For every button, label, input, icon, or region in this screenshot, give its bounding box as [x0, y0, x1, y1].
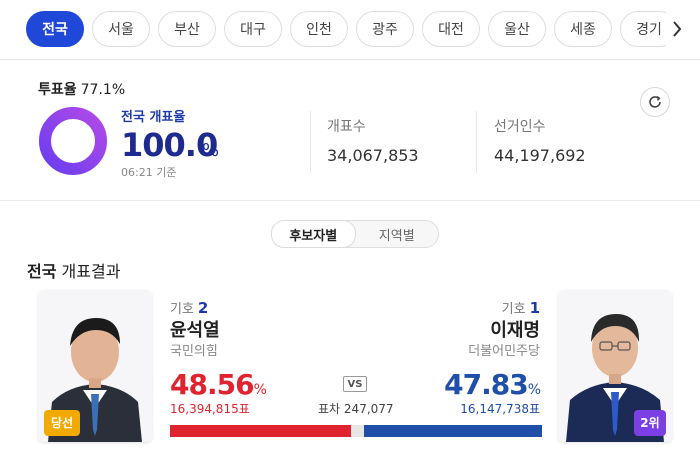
winner-badge: 당선 — [44, 410, 80, 436]
section-title-text: 개표결과 — [61, 262, 121, 281]
tab-nationwide[interactable]: 전국 — [26, 11, 84, 47]
section-region: 전국 — [27, 262, 57, 281]
vs-label: VS — [343, 376, 367, 392]
tab-daegu[interactable]: 대구 — [224, 11, 282, 47]
vote-margin: 표차 247,077 — [318, 400, 394, 417]
candidate-photo-left: 당선 — [38, 290, 152, 442]
tab-sejong[interactable]: 세종 — [554, 11, 612, 47]
candidate-name[interactable]: 윤석열 — [170, 320, 220, 341]
section-title: 전국 개표결과 — [27, 258, 120, 282]
divider — [476, 111, 477, 173]
count-timestamp: 06:21 기준 — [121, 166, 177, 179]
vote-share-segment-left — [170, 425, 351, 437]
candidate-number-value: 2 — [197, 299, 209, 317]
candidate-number: 기호 2 — [170, 298, 208, 317]
tab-incheon[interactable]: 인천 — [290, 11, 348, 47]
candidate-photo-right: 2위 — [558, 290, 672, 442]
toggle-by-region[interactable]: 지역별 — [378, 228, 415, 244]
turnout-label: 투표율 — [38, 82, 77, 98]
tab-gyeonggi[interactable]: 경기 — [620, 11, 666, 47]
turnout: 투표율 77.1% — [38, 79, 125, 99]
candidate-party: 국민의힘 — [170, 344, 218, 359]
count-rate-unit: % — [202, 140, 220, 161]
region-tab-bar: 전국 서울 부산 대구 인천 광주 대전 울산 세종 경기 — [0, 0, 700, 60]
tab-seoul[interactable]: 서울 — [92, 11, 150, 47]
vote-share-segment-right — [364, 425, 542, 437]
counted-value: 34,067,853 — [327, 146, 419, 165]
tab-daejeon[interactable]: 대전 — [422, 11, 480, 47]
candidate-party: 더불어민주당 — [468, 344, 540, 359]
margin-value: 247,077 — [343, 402, 394, 416]
portrait-image — [558, 290, 672, 442]
tab-busan[interactable]: 부산 — [158, 11, 216, 47]
tab-gwangju[interactable]: 광주 — [356, 11, 414, 47]
margin-label: 표차 — [318, 402, 341, 416]
candidate-votes: 16,147,738표 — [460, 402, 540, 416]
tab-ulsan[interactable]: 울산 — [488, 11, 546, 47]
counted-label: 개표수 — [327, 119, 366, 135]
region-tabs: 전국 서울 부산 대구 인천 광주 대전 울산 세종 경기 — [26, 11, 666, 47]
count-rate-label: 전국 개표율 — [121, 110, 186, 125]
count-progress-donut — [39, 107, 107, 175]
candidate-number-value: 1 — [529, 299, 540, 317]
vote-share-segment-other — [350, 425, 365, 437]
candidate-number: 기호 1 — [502, 298, 540, 317]
candidate-percent-value: 47.83 — [444, 368, 529, 401]
electorate-value: 44,197,692 — [494, 146, 586, 165]
toggle-by-candidate[interactable]: 후보자별 — [271, 220, 356, 248]
candidate-number-label: 기호 — [170, 302, 194, 317]
divider — [310, 111, 311, 173]
count-rate-value: 100.0 — [121, 126, 218, 164]
vote-share-bar — [170, 425, 542, 437]
count-progress-arc — [39, 107, 107, 175]
rank-badge: 2위 — [634, 410, 666, 436]
candidate-percent-unit: % — [253, 382, 267, 398]
candidate-number-label: 기호 — [501, 302, 526, 317]
candidate-percent-value: 48.56 — [170, 368, 255, 401]
refresh-icon — [649, 95, 661, 108]
candidate-percent-unit: % — [527, 382, 541, 398]
electorate-label: 선거인수 — [494, 119, 546, 135]
candidate-name[interactable]: 이재명 — [490, 320, 540, 341]
section-gap — [0, 201, 700, 211]
candidate-percent: 47.83% — [444, 368, 541, 401]
count-summary: 투표율 77.1% 전국 개표율 100.0 % 06:21 기준 개표수 34,… — [0, 61, 700, 201]
view-toggle: 후보자별 지역별 — [271, 220, 439, 248]
refresh-button[interactable] — [640, 87, 670, 117]
candidate-percent: 48.56% — [170, 368, 267, 401]
chevron-right-icon[interactable] — [666, 18, 688, 40]
candidate-votes: 16,394,815표 — [170, 402, 250, 416]
turnout-value: 77.1% — [80, 82, 126, 98]
